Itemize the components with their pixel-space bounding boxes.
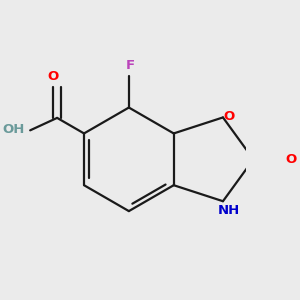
Text: O: O (285, 153, 296, 166)
Text: NH: NH (218, 204, 240, 217)
Text: O: O (47, 70, 58, 83)
Text: F: F (125, 59, 134, 72)
Text: OH: OH (3, 123, 25, 136)
Text: O: O (224, 110, 235, 123)
